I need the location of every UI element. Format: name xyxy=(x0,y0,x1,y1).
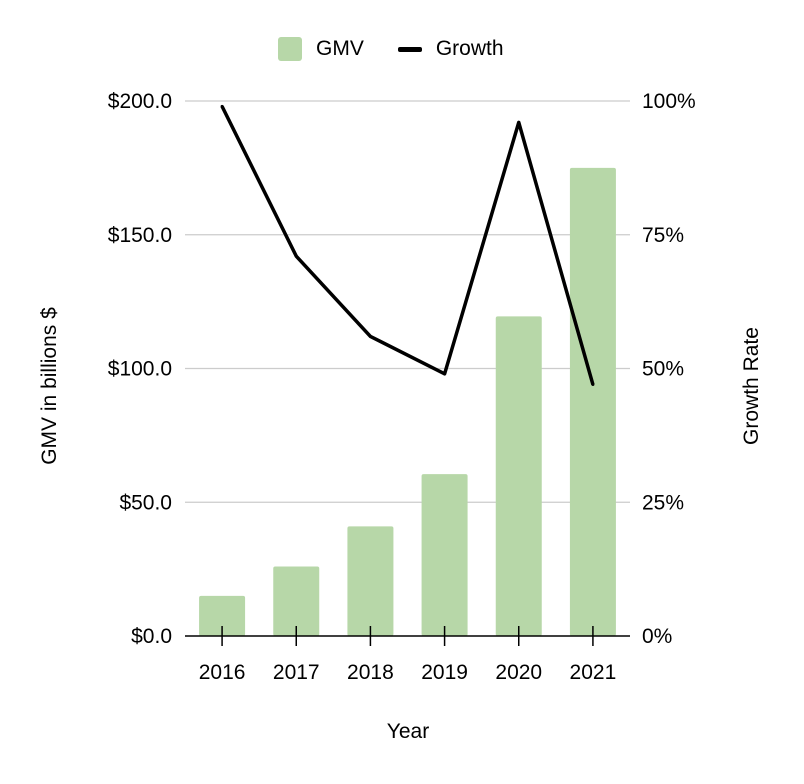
growth-point-2018 xyxy=(368,334,372,338)
y2-tick-label: 50% xyxy=(642,358,684,381)
gmv-bars xyxy=(199,167,616,636)
y2-tick-label: 100% xyxy=(642,90,696,113)
legend-label-growth: Growth xyxy=(435,37,504,60)
growth-point-2017 xyxy=(294,254,298,258)
gridlines xyxy=(185,100,630,503)
legend-item-gmv: GMV xyxy=(278,37,364,61)
y-axis-title-left: GMV in billions $ xyxy=(38,307,61,465)
x-tick-label: 2018 xyxy=(347,661,394,684)
bar-gmv-2018 xyxy=(347,526,394,636)
growth-point-2016 xyxy=(220,104,224,108)
bar-gmv-2020 xyxy=(495,316,542,636)
bar-gmv-2016 xyxy=(199,595,246,636)
bar-gmv-2017 xyxy=(273,566,320,636)
growth-line-series xyxy=(220,104,595,387)
x-tick-label: 2021 xyxy=(570,661,617,684)
left-y-axis-ticks: $0.0 $50.0 $100.0 $150.0 $200.0 xyxy=(108,90,172,648)
y2-tick-label: 75% xyxy=(642,224,684,247)
y-tick-label: $150.0 xyxy=(108,224,172,247)
x-tick-label: 2020 xyxy=(495,661,542,684)
right-y-axis-ticks: 0% 25% 50% 75% 100% xyxy=(642,90,696,648)
y-tick-label: $100.0 xyxy=(108,358,172,381)
y2-tick-label: 0% xyxy=(642,625,672,648)
y-tick-label: $0.0 xyxy=(131,625,172,648)
x-tick-label: 2019 xyxy=(421,661,468,684)
growth-point-2021 xyxy=(591,383,595,387)
legend-label-gmv: GMV xyxy=(316,37,364,60)
x-axis xyxy=(185,626,630,646)
y-tick-label: $200.0 xyxy=(108,90,172,113)
growth-point-2019 xyxy=(443,372,447,376)
y2-tick-label: 25% xyxy=(642,491,684,514)
y-axis-title-right: Growth Rate xyxy=(740,327,763,445)
legend-item-growth: Growth xyxy=(397,37,504,61)
growth-point-2020 xyxy=(517,120,521,124)
x-tick-label: 2017 xyxy=(273,661,320,684)
bar-gmv-2021 xyxy=(569,167,616,636)
y-tick-label: $50.0 xyxy=(119,491,172,514)
bar-gmv-2019 xyxy=(421,474,468,636)
x-tick-label: 2016 xyxy=(199,661,246,684)
x-axis-title: Year xyxy=(386,720,430,743)
legend-swatch-gmv xyxy=(278,37,302,61)
growth-line xyxy=(220,105,595,386)
x-axis-ticks: 2016 2017 2018 2019 2020 2021 xyxy=(199,661,617,684)
legend-swatch-growth xyxy=(397,46,422,52)
legend: GMV Growth xyxy=(278,34,538,64)
